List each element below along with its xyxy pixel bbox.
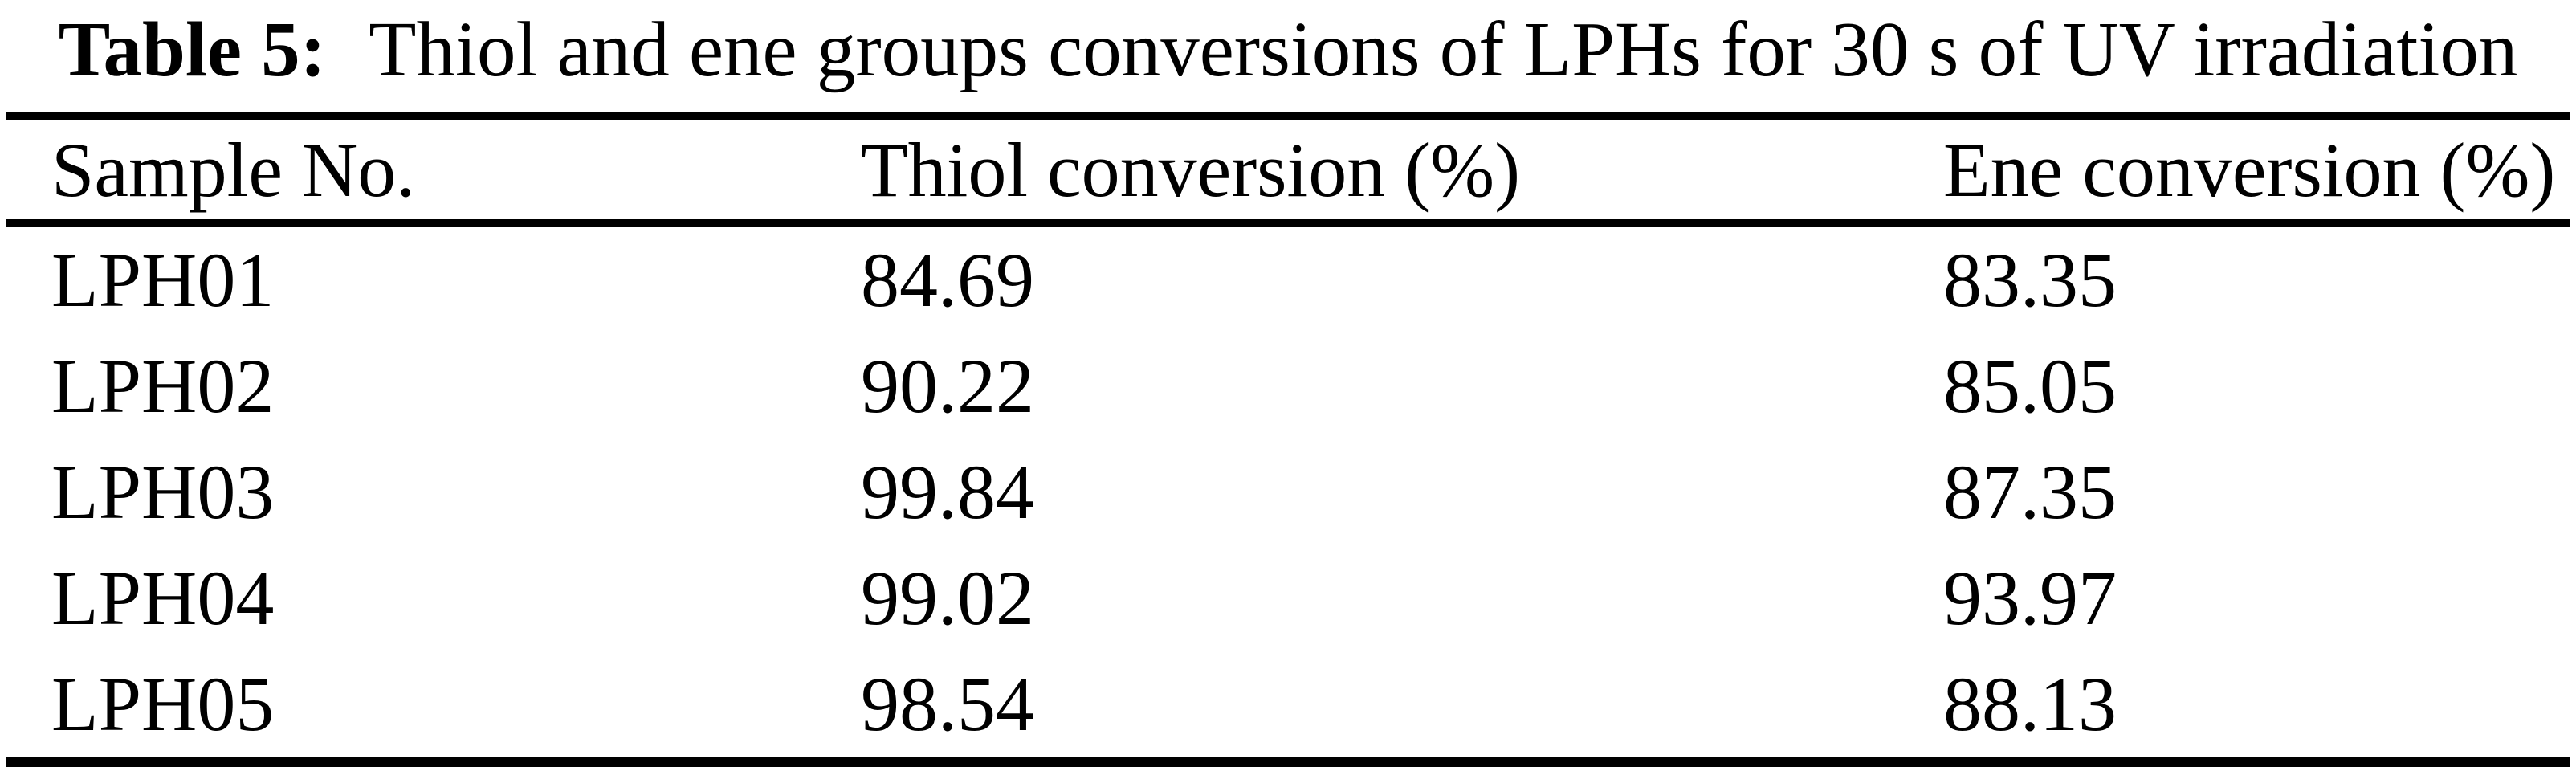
table-header-row: Sample No. Thiol conversion (%) Ene conv… [6,120,2570,219]
table-rule-header [6,219,2570,227]
sample-cell: LPH05 [51,661,275,747]
sample-cell: LPH02 [51,343,275,429]
table-caption-text: Thiol and ene groups conversions of LPHs… [369,6,2518,92]
thiol-cell: 99.02 [861,555,1034,641]
table-caption-label: Table 5: [58,6,326,92]
sample-cell: LPH03 [51,449,275,535]
table-row: LPH05 98.54 88.13 [6,651,2570,757]
header-thiol-conversion: Thiol conversion (%) [861,126,1521,213]
table-row: LPH03 99.84 87.35 [6,439,2570,545]
table-caption: Table 5: Thiol and ene groups conversions… [0,0,2576,112]
table-rule-top [6,112,2570,120]
data-table: Sample No. Thiol conversion (%) Ene conv… [6,112,2570,767]
sample-cell: LPH01 [51,237,275,323]
thiol-cell: 99.84 [861,449,1034,535]
ene-cell: 87.35 [1943,449,2117,535]
table-row: LPH02 90.22 85.05 [6,333,2570,439]
thiol-cell: 90.22 [861,343,1034,429]
thiol-cell: 98.54 [861,661,1034,747]
sample-cell: LPH04 [51,555,275,641]
table-row: LPH01 84.69 83.35 [6,227,2570,333]
header-ene-conversion: Ene conversion (%) [1943,126,2556,213]
ene-cell: 83.35 [1943,237,2117,323]
ene-cell: 85.05 [1943,343,2117,429]
ene-cell: 88.13 [1943,661,2117,747]
header-sample-no: Sample No. [51,126,416,213]
table-row: LPH04 99.02 93.97 [6,545,2570,651]
ene-cell: 93.97 [1943,555,2117,641]
thiol-cell: 84.69 [861,237,1034,323]
table-rule-bottom [6,757,2570,767]
